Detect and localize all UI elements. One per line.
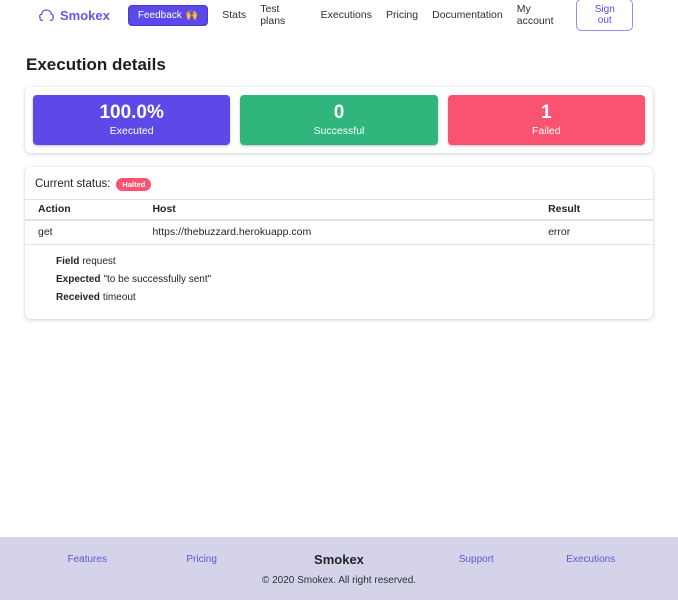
footer-links-row: Features Pricing Smokex Support Executio…	[0, 552, 678, 567]
failed-label: Failed	[532, 124, 561, 137]
brand[interactable]: Smokex	[38, 7, 110, 24]
nav-item-documentation[interactable]: Documentation	[432, 9, 503, 21]
nav-links: Stats Test plans Executions Pricing Docu…	[215, 3, 576, 27]
current-status-line: Current status: Halted	[25, 178, 653, 191]
detail-expected-label: Expected	[56, 273, 101, 285]
cell-action: get	[25, 219, 148, 245]
footer-link-pricing[interactable]: Pricing	[186, 553, 217, 565]
successful-label: Successful	[313, 124, 365, 137]
table-row: get https://thebuzzard.herokuapp.com err…	[25, 219, 653, 245]
stat-card-executed: 100.0% Executed	[33, 95, 231, 145]
detail-expected: Expected "to be successfully sent"	[25, 271, 653, 289]
detail-field-label: Field	[56, 255, 80, 267]
footer-link-executions[interactable]: Executions	[566, 553, 616, 565]
status-badge: Halted	[116, 178, 152, 191]
execution-status-panel: Current status: Halted Action Host Resul…	[25, 167, 653, 319]
brand-name: Smokex	[60, 7, 110, 23]
detail-field-value: request	[82, 255, 116, 267]
executed-value: 100.0%	[99, 101, 164, 123]
navbar: Smokex Feedback 🙌 Stats Test plans Execu…	[0, 0, 678, 31]
page-title: Execution details	[26, 55, 166, 74]
detail-received-label: Received	[56, 291, 100, 303]
current-status-label: Current status:	[35, 178, 111, 191]
detail-field: Field request	[25, 253, 653, 271]
failed-value: 1	[541, 101, 552, 123]
stats-panel: 100.0% Executed 0 Successful 1 Failed	[25, 87, 653, 153]
smokex-logo-icon	[38, 7, 55, 24]
main-content: Execution details 100.0% Executed 0 Succ…	[0, 30, 678, 537]
nav-item-executions[interactable]: Executions	[320, 9, 372, 21]
column-header-action: Action	[25, 198, 148, 221]
feedback-button-label: Feedback	[137, 9, 182, 21]
table-header-row: Action Host Result	[25, 198, 653, 221]
sign-out-button[interactable]: Sign out	[576, 0, 633, 31]
column-header-result: Result	[543, 198, 653, 221]
detail-received: Received timeout	[25, 289, 653, 307]
executed-label: Executed	[109, 124, 154, 137]
nav-item-test-plans[interactable]: Test plans	[260, 3, 286, 27]
nav-item-stats[interactable]: Stats	[222, 9, 247, 21]
execution-steps-table: Action Host Result get https://thebuzzar…	[25, 198, 653, 245]
raised-hands-emoji: 🙌	[185, 9, 199, 21]
footer: Features Pricing Smokex Support Executio…	[0, 537, 678, 600]
column-header-host: Host	[147, 198, 544, 221]
nav-item-my-account[interactable]: My account	[516, 3, 554, 27]
cell-host: https://thebuzzard.herokuapp.com	[147, 219, 544, 245]
detail-expected-value: "to be successfully sent"	[103, 273, 212, 285]
successful-value: 0	[333, 101, 345, 123]
stat-card-successful: 0 Successful	[240, 95, 438, 145]
stat-card-failed: 1 Failed	[447, 95, 645, 145]
nav-item-pricing[interactable]: Pricing	[386, 9, 419, 21]
copyright-text: © 2020 Smokex. All right reserved.	[261, 574, 417, 586]
footer-link-features[interactable]: Features	[67, 553, 107, 565]
footer-link-support[interactable]: Support	[458, 553, 494, 565]
detail-received-value: timeout	[102, 291, 136, 303]
step-details: Field request Expected "to be successfully…	[25, 245, 653, 309]
cell-result: error	[543, 219, 653, 245]
feedback-button[interactable]: Feedback 🙌	[127, 4, 209, 26]
footer-brand: Smokex	[314, 551, 364, 567]
